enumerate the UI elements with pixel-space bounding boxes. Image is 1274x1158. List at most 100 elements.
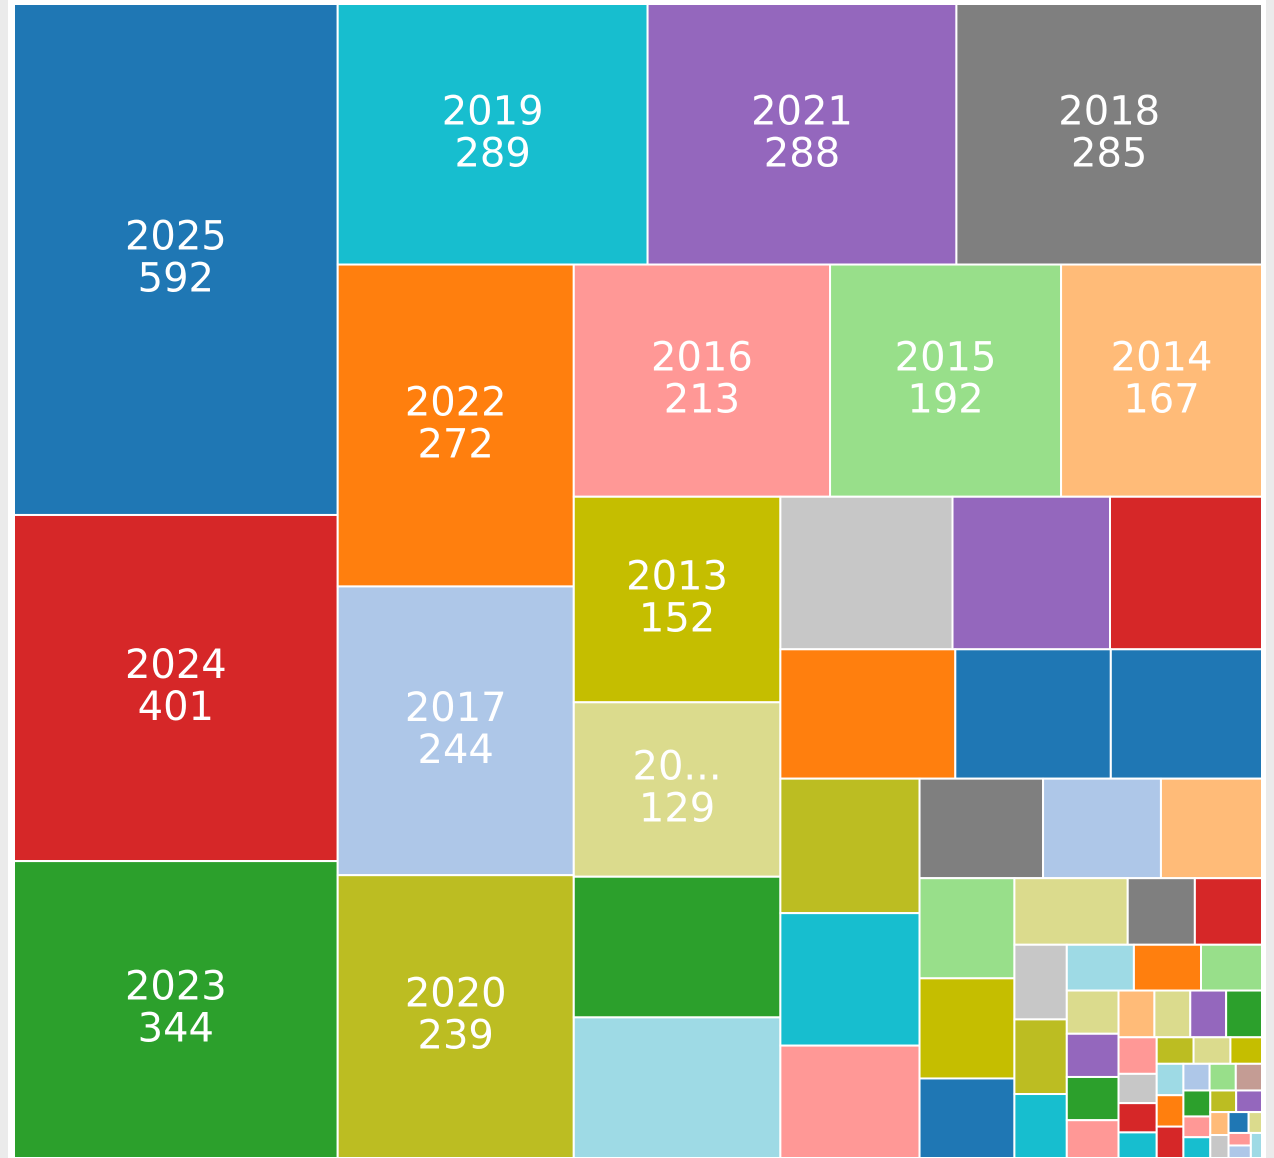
tile: [1109, 648, 1263, 780]
tile: [13, 3, 339, 516]
tile: [336, 585, 575, 877]
tile: [954, 648, 1112, 780]
tile: [1247, 1111, 1264, 1134]
tile-label: 2015: [895, 335, 997, 381]
tile: [1153, 989, 1192, 1039]
tile: [1117, 1072, 1158, 1105]
tile: [1182, 1062, 1211, 1092]
tile-value: 192: [907, 377, 983, 423]
tile: [1065, 1119, 1120, 1158]
tile: [1060, 263, 1264, 498]
tile: [918, 777, 1045, 880]
tile: [1013, 943, 1068, 1021]
tile: [1227, 1144, 1252, 1158]
tile: [1155, 1094, 1185, 1128]
tile: [13, 513, 339, 863]
tile: [779, 777, 921, 915]
tile: [1227, 1111, 1250, 1134]
tile: [1182, 1136, 1212, 1158]
tile: [1234, 1062, 1264, 1092]
tile: [779, 648, 957, 780]
tile-value: 244: [418, 727, 494, 773]
tile-value: 152: [639, 596, 715, 642]
right-edge: [1266, 0, 1274, 1158]
tile: [1229, 1036, 1263, 1065]
tile: [1109, 495, 1263, 651]
tile: [1200, 943, 1264, 992]
tile-label: 2022: [405, 379, 507, 425]
tile: [1225, 989, 1263, 1039]
tile: [1117, 1102, 1158, 1134]
tile-label: 2014: [1111, 335, 1213, 381]
tile-value: 129: [639, 786, 715, 832]
tile: [1013, 1093, 1068, 1158]
tile: [13, 860, 339, 1158]
tile: [1182, 1115, 1212, 1139]
tile-value: 344: [138, 1006, 214, 1052]
tile-label: 2021: [751, 88, 853, 134]
tile-label: 2019: [442, 88, 544, 134]
tile-label: 2024: [125, 642, 227, 688]
tile: [1192, 1036, 1232, 1065]
tile: [1155, 1036, 1195, 1065]
tile: [1227, 1131, 1252, 1147]
tile: [1065, 989, 1120, 1035]
tile: [1065, 1032, 1120, 1078]
tile: [1209, 1111, 1230, 1137]
tile-value: 272: [418, 421, 494, 467]
tile-label: 2025: [125, 213, 227, 259]
tile: [1208, 1062, 1237, 1092]
tile: [1132, 943, 1203, 992]
tile: [572, 875, 782, 1019]
tile-value: 401: [138, 684, 214, 730]
tile: [955, 3, 1263, 266]
tile: [1117, 989, 1156, 1039]
tile: [1193, 877, 1264, 946]
tile: [1065, 943, 1135, 992]
tile: [1065, 1075, 1120, 1122]
tile-label: 2017: [405, 685, 507, 731]
tile: [779, 912, 921, 1047]
tile-label: 2020: [405, 971, 507, 1017]
tile-label: 2018: [1058, 88, 1160, 134]
tile-value: 288: [764, 130, 840, 176]
tile-value: 239: [418, 1013, 494, 1059]
tile: [1155, 1125, 1185, 1158]
tile-value: 167: [1123, 377, 1199, 423]
tile: [572, 495, 782, 704]
tile: [1117, 1036, 1158, 1075]
tile: [1209, 1089, 1238, 1114]
tile-label: 2013: [626, 554, 728, 600]
tile-value: 213: [664, 377, 740, 423]
tile: [1209, 1134, 1230, 1158]
tile: [1155, 1062, 1185, 1097]
tile-label: 2016: [651, 335, 753, 381]
tile-value: 289: [454, 130, 530, 176]
tile: [1249, 1131, 1263, 1158]
tile: [1042, 777, 1162, 880]
tile-label: 20...: [633, 744, 722, 790]
tile-value: 592: [138, 255, 214, 301]
tile: [779, 495, 954, 651]
tile: [951, 495, 1112, 651]
tile: [1117, 1131, 1158, 1158]
tile: [572, 701, 782, 878]
tile: [646, 3, 958, 266]
tile: [1013, 877, 1129, 946]
left-edge: [0, 0, 8, 1158]
tile: [1126, 877, 1196, 946]
tile: [1013, 1018, 1068, 1096]
tile: [1182, 1089, 1212, 1118]
tile: [1189, 989, 1228, 1039]
tile: [918, 1077, 1016, 1158]
tile: [572, 263, 832, 498]
tile: [336, 3, 649, 266]
tile: [918, 977, 1016, 1080]
tile: [918, 877, 1016, 980]
tile-value: 285: [1071, 130, 1147, 176]
tile-label: 2023: [125, 964, 227, 1010]
tile: [336, 263, 575, 588]
tile: [1159, 777, 1263, 880]
